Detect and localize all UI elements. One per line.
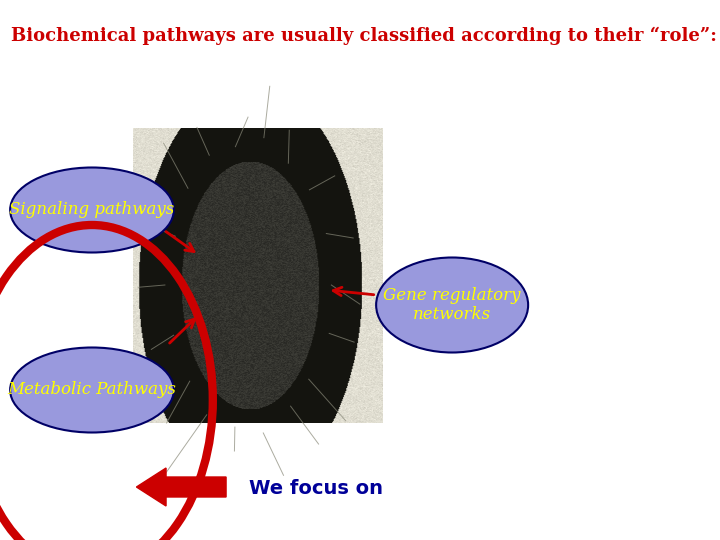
Text: Metabolic Pathways: Metabolic Pathways	[7, 381, 176, 399]
Text: Biochemical pathways are usually classified according to their “role”:: Biochemical pathways are usually classif…	[11, 27, 717, 45]
Ellipse shape	[10, 167, 174, 253]
Ellipse shape	[10, 348, 174, 433]
Text: Signaling pathways: Signaling pathways	[9, 201, 175, 219]
FancyArrow shape	[136, 468, 226, 506]
Text: We focus on: We focus on	[249, 478, 384, 497]
Text: Gene regulatory
networks: Gene regulatory networks	[383, 287, 521, 323]
Ellipse shape	[376, 258, 528, 353]
